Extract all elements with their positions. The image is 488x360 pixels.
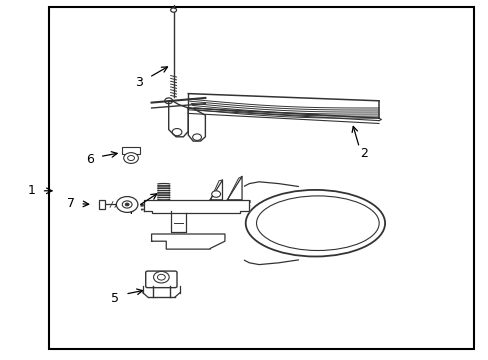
Text: 2: 2	[360, 147, 367, 159]
Text: 5: 5	[111, 292, 119, 305]
Circle shape	[125, 203, 129, 206]
Circle shape	[127, 156, 134, 161]
Polygon shape	[144, 200, 249, 213]
Circle shape	[116, 197, 138, 212]
FancyBboxPatch shape	[145, 271, 177, 288]
Ellipse shape	[256, 196, 378, 251]
Circle shape	[157, 274, 165, 280]
Text: 7: 7	[67, 197, 75, 210]
Ellipse shape	[245, 190, 385, 256]
Polygon shape	[151, 234, 224, 249]
Circle shape	[153, 271, 169, 283]
Circle shape	[123, 153, 138, 163]
Text: 6: 6	[86, 153, 94, 166]
Text: 1: 1	[28, 184, 36, 197]
Circle shape	[122, 201, 132, 208]
Circle shape	[170, 8, 176, 12]
Bar	[49, 7, 473, 349]
Circle shape	[211, 191, 220, 197]
Bar	[122, 147, 140, 154]
Text: 4: 4	[125, 204, 133, 217]
Bar	[99, 200, 105, 209]
Text: 3: 3	[135, 76, 143, 89]
